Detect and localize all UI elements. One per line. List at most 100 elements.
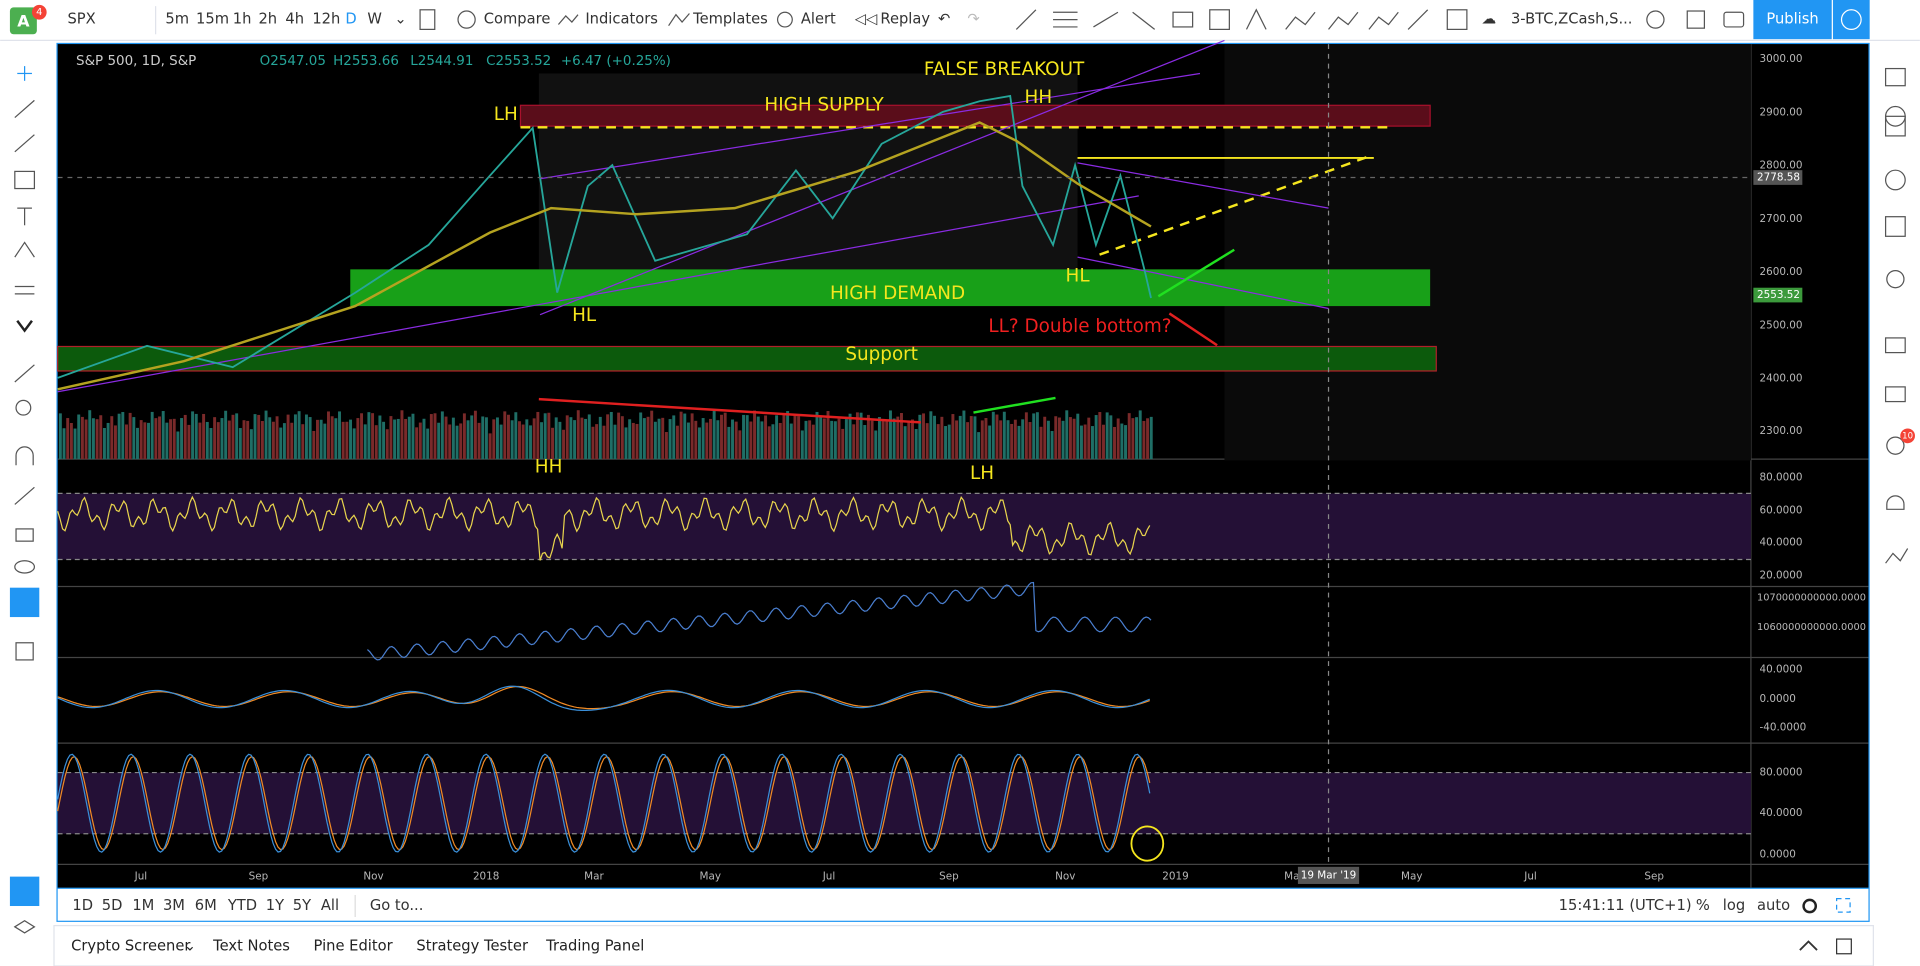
- volume-bar: [1050, 431, 1054, 460]
- range-button[interactable]: 6M: [195, 897, 217, 914]
- volume-bar: [815, 411, 819, 460]
- auto-toggle[interactable]: auto: [1757, 897, 1790, 914]
- interval[interactable]: 15m: [196, 11, 229, 28]
- volume-bar: [286, 414, 290, 460]
- fullscreen-icon[interactable]: [1836, 898, 1851, 913]
- play-button[interactable]: [1832, 0, 1870, 40]
- interval[interactable]: 1h: [233, 11, 252, 28]
- tab[interactable]: Text Notes: [212, 937, 290, 954]
- chart-type-icon[interactable]: [419, 9, 436, 30]
- interval[interactable]: 12h: [312, 11, 340, 28]
- volume-bar: [686, 422, 690, 460]
- volume-bar: [1149, 416, 1153, 460]
- time-label: Nov: [1055, 871, 1075, 883]
- volume-bar: [518, 421, 521, 460]
- annotation: HIGH SUPPLY: [764, 94, 884, 115]
- collapse-icon[interactable]: [1799, 940, 1818, 951]
- volume-bar: [529, 425, 532, 460]
- volume-bar: [316, 419, 319, 460]
- volume-bar: [892, 418, 896, 460]
- volume-bar: [900, 413, 903, 460]
- volume-bar: [371, 413, 375, 460]
- cloud-icon: ☁: [1482, 11, 1497, 28]
- percent-toggle[interactable]: %: [1696, 897, 1710, 914]
- range-button[interactable]: 1M: [132, 897, 154, 914]
- volume-bar: [246, 420, 250, 460]
- volume-bar: [958, 415, 962, 460]
- watchlist[interactable]: 3-BTC,ZCash,S...: [1511, 11, 1633, 28]
- fullscreen-icon[interactable]: [1686, 10, 1706, 29]
- dropdown[interactable]: ⌄: [394, 11, 406, 28]
- volume-bar: [106, 422, 110, 460]
- volume-bar: [1087, 417, 1091, 460]
- volume-bar: [738, 430, 742, 460]
- settings-icon[interactable]: [1802, 898, 1818, 914]
- volume-bar: [731, 419, 734, 460]
- volume-bar: [1046, 420, 1050, 460]
- volume-bar: [536, 411, 540, 460]
- volume-bar: [675, 425, 679, 460]
- volume-bar: [220, 418, 224, 460]
- volume-bar: [437, 422, 441, 460]
- goto-button[interactable]: Go to...: [370, 897, 424, 914]
- publish-button[interactable]: [1753, 0, 1832, 40]
- volume-bar: [624, 427, 628, 460]
- volume-bar: [1146, 418, 1150, 460]
- undo[interactable]: ↶: [938, 11, 950, 28]
- left-toolbar: [0, 41, 54, 924]
- log-toggle[interactable]: log: [1723, 897, 1745, 914]
- templates-button[interactable]: Templates: [692, 11, 768, 28]
- badge: [31, 4, 47, 20]
- tab-arrow[interactable]: ⌄: [184, 937, 196, 954]
- volume-bar: [462, 413, 466, 460]
- interval[interactable]: 2h: [258, 11, 277, 28]
- volume-bar: [451, 417, 455, 460]
- range-button[interactable]: 5Y: [293, 897, 311, 914]
- volume-bar: [429, 414, 433, 460]
- logo[interactable]: [9, 7, 37, 35]
- tab[interactable]: Crypto Screener: [71, 937, 191, 954]
- volume-bar: [407, 416, 411, 460]
- compare-button[interactable]: Compare: [484, 11, 551, 28]
- volume-bar: [767, 426, 771, 460]
- volume-bar: [558, 421, 562, 460]
- settings-icon[interactable]: [1646, 10, 1665, 29]
- range-button[interactable]: All: [321, 897, 339, 914]
- range-button[interactable]: 3M: [163, 897, 185, 914]
- time-label: Sep: [249, 871, 269, 883]
- tab[interactable]: Trading Panel: [545, 937, 644, 954]
- volume-bar: [532, 418, 536, 460]
- drawing-tools: [1015, 8, 1468, 30]
- tab[interactable]: Pine Editor: [314, 937, 394, 954]
- redo[interactable]: ↷: [967, 11, 979, 28]
- volume-bar: [1068, 417, 1072, 460]
- range-button[interactable]: 1D: [72, 897, 93, 914]
- alert-button[interactable]: Alert: [801, 11, 836, 28]
- range-button[interactable]: 5D: [102, 897, 123, 914]
- interval[interactable]: 4h: [285, 11, 304, 28]
- replay-button[interactable]: Replay: [880, 11, 930, 28]
- volume-bar: [617, 412, 621, 460]
- maximize-icon[interactable]: [1836, 938, 1852, 955]
- volume-bar: [782, 414, 786, 460]
- interval[interactable]: W: [367, 11, 382, 28]
- crosshair-price-box: [1753, 170, 1803, 185]
- volume-bar: [301, 424, 305, 460]
- interval[interactable]: 5m: [165, 11, 189, 28]
- volume-bar: [565, 415, 569, 460]
- volume-bar: [293, 414, 297, 460]
- volume-bar: [841, 428, 845, 460]
- range-button[interactable]: 1Y: [266, 897, 284, 914]
- volume-bar: [936, 424, 940, 460]
- annotation: LH: [970, 463, 994, 484]
- volume-bar: [360, 413, 364, 460]
- tab[interactable]: Strategy Tester: [416, 937, 529, 954]
- indicators-button[interactable]: Indicators: [585, 11, 658, 28]
- volume-bar: [991, 411, 995, 460]
- volume-bar: [477, 422, 481, 460]
- symbol[interactable]: SPX: [67, 11, 95, 28]
- moving-average: [57, 121, 1152, 391]
- interval-active[interactable]: D: [345, 11, 356, 28]
- snapshot-icon[interactable]: [1723, 11, 1745, 28]
- range-button[interactable]: YTD: [227, 897, 257, 914]
